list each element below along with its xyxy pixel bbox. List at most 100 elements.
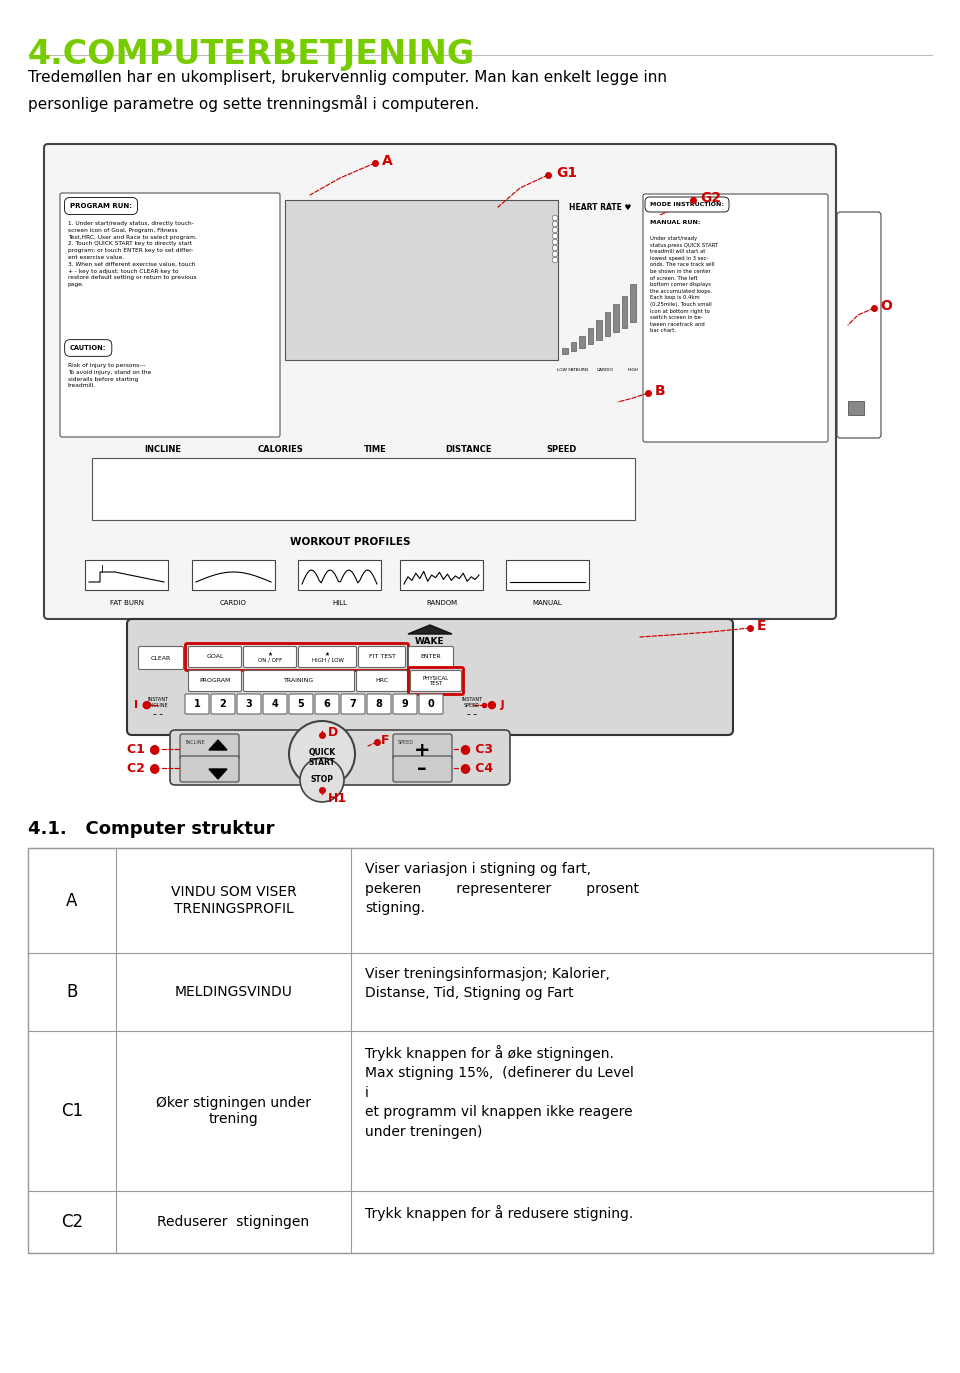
Text: A: A bbox=[66, 891, 78, 909]
Text: QUICK
START: QUICK START bbox=[308, 748, 336, 768]
FancyBboxPatch shape bbox=[44, 144, 836, 619]
Polygon shape bbox=[408, 625, 452, 634]
FancyBboxPatch shape bbox=[299, 647, 356, 667]
Text: CAUTION:: CAUTION: bbox=[70, 345, 107, 351]
Text: INSTANT
INCLINE: INSTANT INCLINE bbox=[148, 697, 169, 708]
Text: HRC: HRC bbox=[375, 678, 389, 684]
Text: HEART RATE ♥: HEART RATE ♥ bbox=[569, 203, 631, 211]
Text: C1 ●: C1 ● bbox=[127, 743, 160, 755]
Text: FAT BURN: FAT BURN bbox=[109, 600, 143, 605]
Text: –: – bbox=[418, 759, 427, 778]
Bar bbox=[570, 342, 576, 351]
Text: personlige parametre og sette trenningsmål i computeren.: personlige parametre og sette trenningsm… bbox=[28, 95, 479, 113]
Bar bbox=[579, 336, 585, 347]
Text: 2: 2 bbox=[220, 699, 227, 708]
Text: Trykk knappen for å øke stigningen.
Max stigning 15%,  (definerer du Level
i
et : Trykk knappen for å øke stigningen. Max … bbox=[365, 1045, 634, 1140]
Text: RANDOM: RANDOM bbox=[426, 600, 457, 605]
Bar bbox=[298, 560, 381, 590]
Text: C2 ●: C2 ● bbox=[127, 762, 160, 774]
Bar bbox=[630, 284, 636, 323]
Text: 0: 0 bbox=[427, 699, 434, 708]
Text: GOAL: GOAL bbox=[206, 655, 224, 659]
FancyBboxPatch shape bbox=[180, 757, 239, 783]
Text: INSTANT
SPEED: INSTANT SPEED bbox=[462, 697, 483, 708]
Text: MANUAL RUN:: MANUAL RUN: bbox=[650, 220, 701, 225]
Text: – –: – – bbox=[153, 710, 163, 719]
Text: FIT TEST: FIT TEST bbox=[369, 655, 396, 659]
Polygon shape bbox=[209, 769, 227, 778]
Bar bbox=[605, 312, 610, 336]
FancyBboxPatch shape bbox=[358, 647, 405, 667]
Text: 6: 6 bbox=[324, 699, 330, 708]
Text: 4.COMPUTERBETJENING: 4.COMPUTERBETJENING bbox=[28, 38, 475, 71]
Text: Tredemøllen har en ukomplisert, brukervennlig computer. Man kan enkelt legge inn: Tredemøllen har en ukomplisert, brukerve… bbox=[28, 70, 667, 85]
Text: 1: 1 bbox=[194, 699, 201, 708]
Circle shape bbox=[552, 246, 558, 251]
FancyBboxPatch shape bbox=[180, 735, 239, 761]
Text: D: D bbox=[328, 726, 338, 740]
Text: ● C3: ● C3 bbox=[460, 743, 493, 755]
Text: TIME: TIME bbox=[364, 445, 386, 454]
Text: CARDIO: CARDIO bbox=[220, 600, 247, 605]
Text: ● C4: ● C4 bbox=[460, 762, 493, 774]
Text: 1. Under start/ready status, directly touch-
screen icon of Goal, Program, Fitne: 1. Under start/ready status, directly to… bbox=[68, 221, 197, 287]
Text: PROGRAM RUN:: PROGRAM RUN: bbox=[70, 203, 132, 209]
Text: CALORIES: CALORIES bbox=[257, 445, 302, 454]
Text: SPEED: SPEED bbox=[547, 445, 577, 454]
Text: C1: C1 bbox=[60, 1103, 84, 1120]
Text: B: B bbox=[655, 384, 665, 398]
Text: – –: – – bbox=[467, 710, 477, 719]
Text: 3: 3 bbox=[246, 699, 252, 708]
Text: Trykk knappen for å redusere stigning.: Trykk knappen for å redusere stigning. bbox=[365, 1205, 634, 1221]
Text: Viser treningsinformasjon; Kalorier,
Distanse, Tid, Stigning og Fart: Viser treningsinformasjon; Kalorier, Dis… bbox=[365, 967, 610, 1001]
Circle shape bbox=[552, 239, 558, 244]
FancyBboxPatch shape bbox=[837, 211, 881, 438]
Bar bbox=[285, 200, 558, 360]
Text: E: E bbox=[757, 619, 766, 633]
Circle shape bbox=[552, 257, 558, 262]
Text: PROGRAM: PROGRAM bbox=[200, 678, 230, 684]
Bar bbox=[848, 401, 864, 415]
Text: MELDINGSVINDU: MELDINGSVINDU bbox=[175, 984, 293, 1000]
FancyBboxPatch shape bbox=[315, 693, 339, 714]
Text: 4: 4 bbox=[272, 699, 278, 708]
FancyBboxPatch shape bbox=[393, 693, 417, 714]
Circle shape bbox=[300, 758, 344, 802]
FancyBboxPatch shape bbox=[393, 757, 452, 783]
Bar bbox=[562, 347, 567, 354]
Text: Reduserer  stigningen: Reduserer stigningen bbox=[157, 1215, 309, 1229]
FancyBboxPatch shape bbox=[244, 670, 354, 692]
Circle shape bbox=[552, 227, 558, 233]
Text: ★
HIGH / LOW: ★ HIGH / LOW bbox=[311, 652, 344, 662]
Text: G1: G1 bbox=[556, 166, 577, 180]
Text: SPEED: SPEED bbox=[398, 740, 414, 746]
Circle shape bbox=[552, 233, 558, 239]
Text: +: + bbox=[414, 740, 430, 759]
FancyBboxPatch shape bbox=[643, 194, 828, 442]
Text: MANUAL: MANUAL bbox=[533, 600, 563, 605]
Bar bbox=[85, 560, 168, 590]
Text: STOP: STOP bbox=[310, 774, 333, 784]
Text: A: A bbox=[382, 154, 393, 168]
Text: 4.1.   Computer struktur: 4.1. Computer struktur bbox=[28, 820, 275, 838]
Text: WAKE: WAKE bbox=[415, 637, 444, 647]
FancyBboxPatch shape bbox=[263, 693, 287, 714]
Text: VINDU SOM VISER
TRENINGSPROFIL: VINDU SOM VISER TRENINGSPROFIL bbox=[171, 886, 297, 916]
FancyBboxPatch shape bbox=[244, 647, 297, 667]
Text: F: F bbox=[381, 733, 390, 747]
FancyBboxPatch shape bbox=[367, 693, 391, 714]
Text: DISTANCE: DISTANCE bbox=[444, 445, 492, 454]
Bar bbox=[192, 560, 275, 590]
Text: Viser variasjon i stigning og fart,
pekeren        representerer        prosent
: Viser variasjon i stigning og fart, peke… bbox=[365, 862, 639, 914]
Circle shape bbox=[552, 221, 558, 227]
Text: ENTER: ENTER bbox=[420, 655, 442, 659]
Text: INCLINE: INCLINE bbox=[186, 740, 205, 746]
FancyBboxPatch shape bbox=[188, 670, 242, 692]
Text: O: O bbox=[880, 299, 892, 313]
Text: ★
ON / OFF: ★ ON / OFF bbox=[258, 652, 282, 662]
Text: HILL: HILL bbox=[332, 600, 347, 605]
FancyBboxPatch shape bbox=[393, 735, 452, 761]
Text: Øker stigningen under
trening: Øker stigningen under trening bbox=[156, 1096, 311, 1126]
Text: 7: 7 bbox=[349, 699, 356, 708]
FancyBboxPatch shape bbox=[289, 693, 313, 714]
